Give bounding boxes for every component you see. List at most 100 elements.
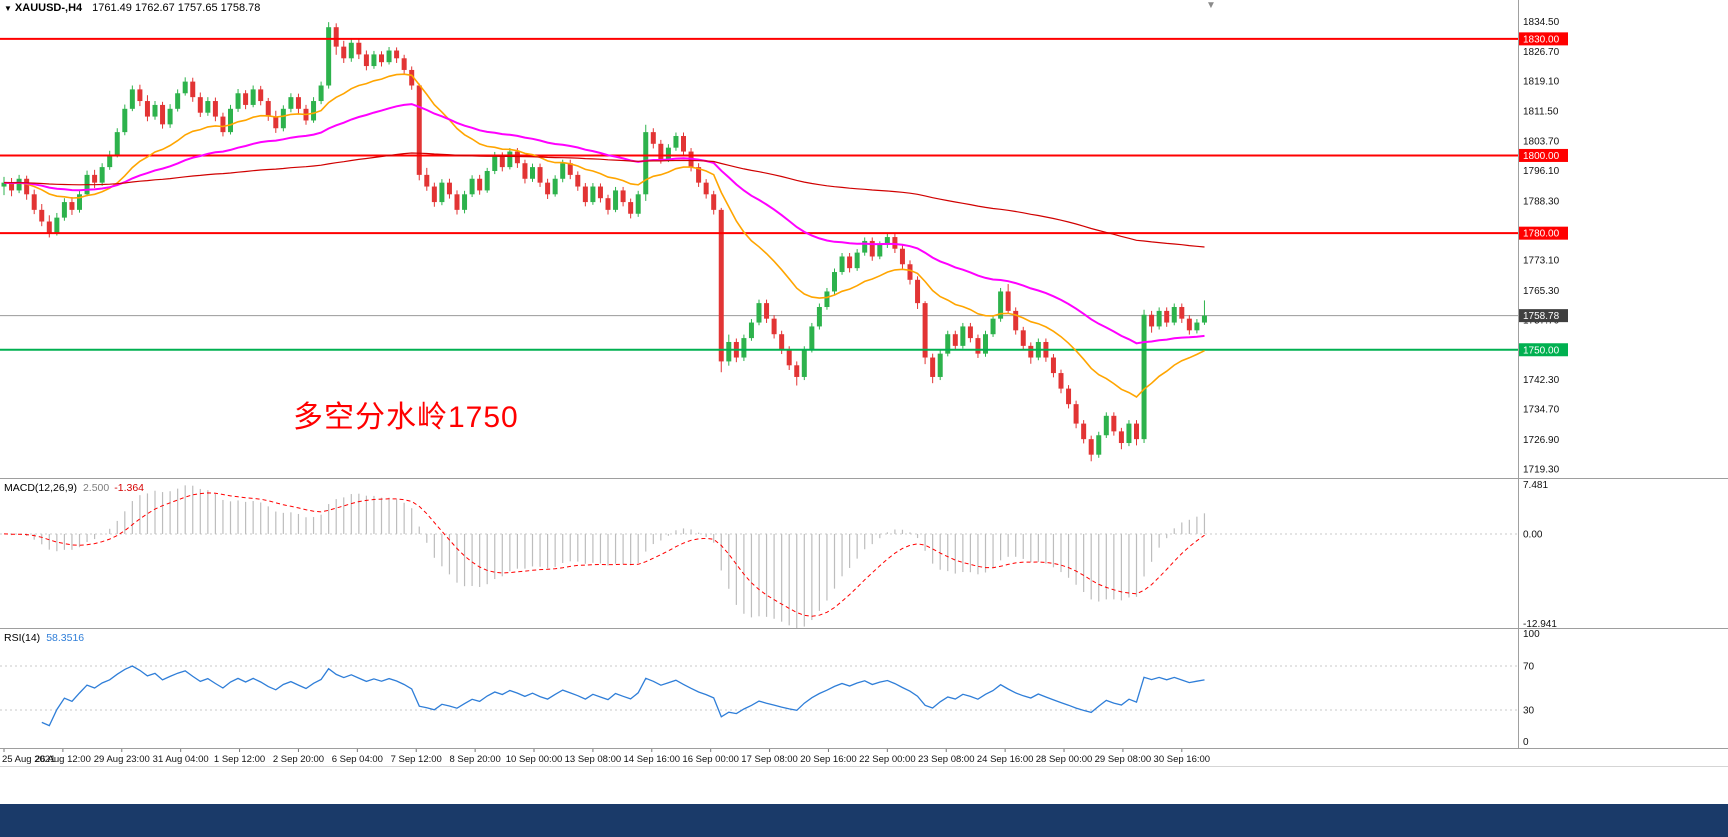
candle-body — [1156, 310, 1162, 327]
rsi-value: 58.3516 — [46, 632, 85, 644]
chart-shift-marker-icon[interactable]: ▼ — [1206, 0, 1216, 11]
candle-body — [190, 81, 196, 98]
candle-body — [197, 97, 203, 113]
ma-20-line — [3, 73, 1205, 399]
bottom-bar — [0, 804, 1728, 837]
price-tag-text: 1800.00 — [1523, 151, 1560, 162]
candle-body — [356, 42, 362, 55]
candle-body — [930, 357, 936, 377]
price-tag — [1519, 148, 1568, 162]
candle-body — [499, 155, 505, 168]
candle-body — [46, 221, 52, 234]
candle-body — [794, 365, 800, 377]
rsi-line — [41, 665, 1205, 727]
candle-body — [258, 89, 264, 102]
candle-body — [748, 322, 754, 339]
candle-body — [454, 194, 460, 210]
rsi-indicator-label: RSI(14) 58.3516 — [4, 632, 84, 644]
candle-body — [243, 93, 249, 105]
price-tag — [1519, 309, 1568, 323]
price-axis-label: 1734.70 — [1523, 405, 1560, 416]
price-tag-text: 1780.00 — [1523, 229, 1560, 240]
macd-panel[interactable]: 7.481 0.00 -12.941 — [0, 478, 1728, 629]
price-tag-text: 1830.00 — [1523, 34, 1560, 45]
price-axis-label: 1796.10 — [1523, 166, 1560, 177]
candle-body — [673, 136, 679, 148]
price-axis-label: 1803.70 — [1523, 137, 1560, 148]
candle-body — [273, 116, 279, 129]
candle-body — [1, 182, 7, 187]
candle-body — [975, 338, 981, 354]
candle-body — [250, 89, 256, 105]
candle-body — [990, 318, 996, 335]
candles-layer — [1, 22, 1207, 462]
time-label: 10 Sep 00:00 — [506, 754, 563, 765]
candle-body — [16, 178, 22, 191]
candle-body — [371, 54, 377, 67]
candle-body — [484, 170, 490, 191]
candle-body — [333, 27, 339, 47]
candle-body — [122, 108, 128, 133]
candle-body — [869, 240, 875, 257]
candle-body — [620, 190, 626, 203]
candle-body — [311, 101, 317, 121]
candle-body — [952, 334, 958, 346]
candle-body — [235, 93, 241, 109]
candle-body — [182, 81, 188, 94]
candle-body — [1179, 307, 1185, 319]
candle-body — [69, 202, 75, 210]
candle-body — [137, 89, 143, 102]
candle-body — [348, 42, 354, 59]
candle-body — [915, 279, 921, 304]
price-axis-label: 1719.30 — [1523, 465, 1560, 476]
rsi-axis-label: 70 — [1523, 662, 1535, 673]
candle-body — [9, 182, 15, 191]
candle-body — [1186, 318, 1192, 331]
time-label: 2 Sep 20:00 — [273, 754, 324, 765]
candle-body — [295, 97, 301, 109]
candle-body — [446, 182, 452, 195]
candle-body — [424, 174, 430, 187]
main-price-chart[interactable]: 1834.50 1826.70 1819.10 1811.50 1803.70 1796.… — [0, 0, 1728, 478]
candle-body — [477, 178, 483, 191]
candle-body — [416, 85, 422, 175]
candle-body — [1201, 315, 1207, 323]
candle-body — [703, 182, 709, 195]
time-label: 30 Sep 16:00 — [1154, 754, 1211, 765]
candle-body — [665, 147, 671, 160]
candle-body — [726, 341, 732, 362]
rsi-panel[interactable]: 100 70 30 0 — [0, 628, 1728, 749]
candle-body — [681, 136, 686, 152]
candle-body — [530, 167, 535, 179]
time-label: 31 Aug 04:00 — [153, 754, 209, 765]
candle-body — [1066, 388, 1072, 405]
price-axis-label: 1773.10 — [1523, 255, 1560, 266]
candle-body — [205, 101, 211, 113]
symbol-dropdown-icon[interactable]: ▼ — [4, 4, 12, 13]
candle-body — [1126, 423, 1132, 444]
candle-body — [1088, 439, 1094, 455]
candle-body — [61, 202, 67, 218]
time-label: 16 Sep 00:00 — [682, 754, 739, 765]
candle-body — [771, 318, 777, 335]
candle-body — [643, 132, 649, 195]
candle-body — [741, 338, 747, 358]
candle-body — [439, 182, 445, 203]
candle-body — [854, 252, 860, 269]
candle-body — [31, 194, 37, 210]
price-tag — [1519, 343, 1568, 357]
macd-name: MACD(12,26,9) — [4, 482, 77, 494]
candle-body — [160, 104, 166, 125]
candle-body — [152, 104, 158, 117]
price-axis-label: 1765.30 — [1523, 286, 1560, 297]
candle-body — [1005, 291, 1011, 311]
ma-50-line — [3, 103, 1205, 345]
candle-body — [832, 272, 837, 292]
candle-body — [1164, 310, 1170, 323]
time-label: 13 Sep 08:00 — [565, 754, 622, 765]
candle-body — [613, 190, 619, 210]
chart-title: ▼ XAUUSD-,H4 1761.49 1762.67 1757.65 1758.… — [4, 2, 260, 14]
candle-body — [167, 108, 173, 125]
